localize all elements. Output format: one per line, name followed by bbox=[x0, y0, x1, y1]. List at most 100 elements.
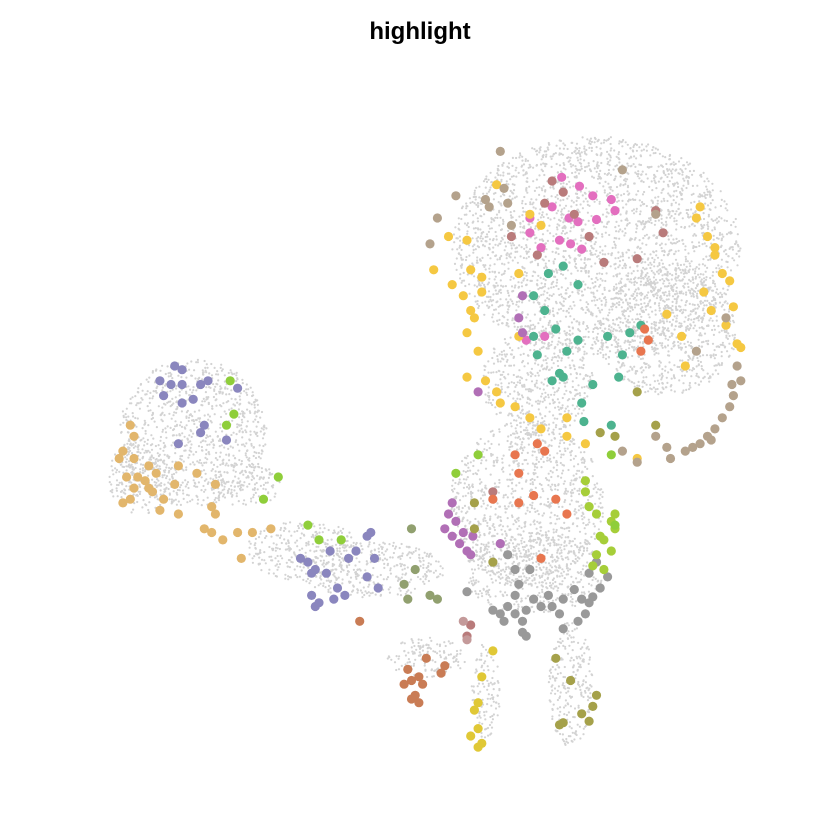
background-cell bbox=[487, 371, 490, 374]
background-cell bbox=[520, 578, 524, 581]
background-cell bbox=[710, 218, 713, 221]
background-cell bbox=[606, 162, 609, 166]
background-cell bbox=[640, 173, 643, 176]
background-cell bbox=[480, 505, 483, 508]
background-cell bbox=[664, 365, 667, 368]
background-cell bbox=[709, 354, 712, 357]
background-cell bbox=[504, 377, 507, 380]
background-cell bbox=[544, 415, 547, 418]
background-cell bbox=[573, 510, 576, 513]
background-cell bbox=[516, 414, 519, 417]
background-cell bbox=[665, 216, 668, 219]
background-cell bbox=[655, 297, 659, 300]
background-cell bbox=[527, 354, 530, 357]
background-cell bbox=[606, 221, 609, 224]
background-cell bbox=[660, 372, 663, 376]
background-cell bbox=[496, 216, 499, 219]
background-cell bbox=[694, 277, 697, 280]
background-cell bbox=[556, 464, 559, 467]
background-cell bbox=[649, 253, 652, 256]
background-cell bbox=[559, 439, 562, 442]
background-cell bbox=[511, 349, 514, 352]
background-cell bbox=[537, 513, 540, 516]
background-cell bbox=[456, 248, 459, 251]
background-cell bbox=[529, 203, 532, 206]
background-cell bbox=[456, 525, 460, 528]
background-cell bbox=[697, 315, 701, 318]
background-cell bbox=[576, 350, 580, 353]
background-cell bbox=[714, 302, 717, 305]
background-cell bbox=[562, 162, 565, 165]
background-cell bbox=[641, 334, 644, 337]
background-cell bbox=[717, 220, 720, 223]
background-cell bbox=[579, 155, 582, 158]
background-cell bbox=[694, 234, 698, 237]
background-cell bbox=[560, 303, 563, 306]
background-cell bbox=[626, 301, 629, 304]
background-cell bbox=[654, 309, 657, 312]
background-cell bbox=[479, 237, 482, 240]
background-cell bbox=[568, 503, 572, 506]
background-cell bbox=[583, 288, 586, 291]
background-cell bbox=[519, 534, 523, 537]
background-cell bbox=[511, 317, 514, 320]
background-cell bbox=[664, 273, 667, 276]
background-cell bbox=[604, 304, 607, 307]
background-cell bbox=[625, 212, 628, 215]
background-cell bbox=[677, 249, 680, 252]
background-cell bbox=[670, 234, 673, 237]
background-cell bbox=[634, 171, 637, 174]
background-cell bbox=[654, 282, 657, 285]
background-cell bbox=[495, 413, 498, 416]
background-cell bbox=[553, 437, 556, 440]
background-cell bbox=[561, 505, 564, 508]
background-cell bbox=[520, 555, 523, 558]
background-cell bbox=[531, 477, 534, 481]
background-cell bbox=[704, 270, 707, 273]
background-cell bbox=[663, 249, 666, 252]
background-cell bbox=[618, 140, 621, 143]
background-cell bbox=[606, 157, 609, 160]
background-cell bbox=[668, 212, 671, 215]
background-cell bbox=[459, 273, 462, 276]
background-cell bbox=[593, 525, 596, 528]
background-cell bbox=[511, 156, 514, 159]
background-cell bbox=[595, 249, 598, 252]
background-cell bbox=[715, 270, 718, 273]
background-cell bbox=[687, 208, 690, 212]
background-cell bbox=[571, 291, 574, 294]
background-cell bbox=[574, 238, 577, 241]
background-cell bbox=[706, 177, 709, 180]
background-cell bbox=[681, 312, 684, 315]
background-cell bbox=[713, 228, 717, 231]
background-cell bbox=[708, 208, 711, 211]
background-cell bbox=[548, 344, 551, 347]
background-cell bbox=[542, 490, 545, 493]
background-cell bbox=[591, 253, 594, 256]
background-cell bbox=[506, 318, 509, 321]
background-cell bbox=[709, 191, 712, 194]
background-cell bbox=[555, 390, 559, 393]
background-cell bbox=[545, 362, 548, 365]
background-cell bbox=[512, 523, 515, 526]
background-cell bbox=[553, 391, 556, 394]
background-cell bbox=[641, 242, 644, 245]
background-cell bbox=[503, 570, 506, 573]
background-cell bbox=[654, 301, 657, 305]
background-cell bbox=[509, 278, 512, 281]
background-cell bbox=[558, 432, 561, 435]
background-cell bbox=[597, 339, 600, 342]
background-cell bbox=[561, 396, 564, 400]
background-cell bbox=[473, 284, 476, 287]
background-cell bbox=[546, 456, 549, 459]
background-cell bbox=[628, 305, 631, 308]
background-cell bbox=[715, 319, 718, 322]
background-cell bbox=[466, 232, 469, 235]
background-cell bbox=[626, 162, 629, 165]
background-cell bbox=[701, 318, 704, 322]
background-cell bbox=[682, 389, 685, 392]
background-cell bbox=[677, 172, 680, 175]
background-cell bbox=[465, 255, 468, 259]
background-cell bbox=[544, 155, 548, 158]
background-cell bbox=[575, 511, 578, 514]
